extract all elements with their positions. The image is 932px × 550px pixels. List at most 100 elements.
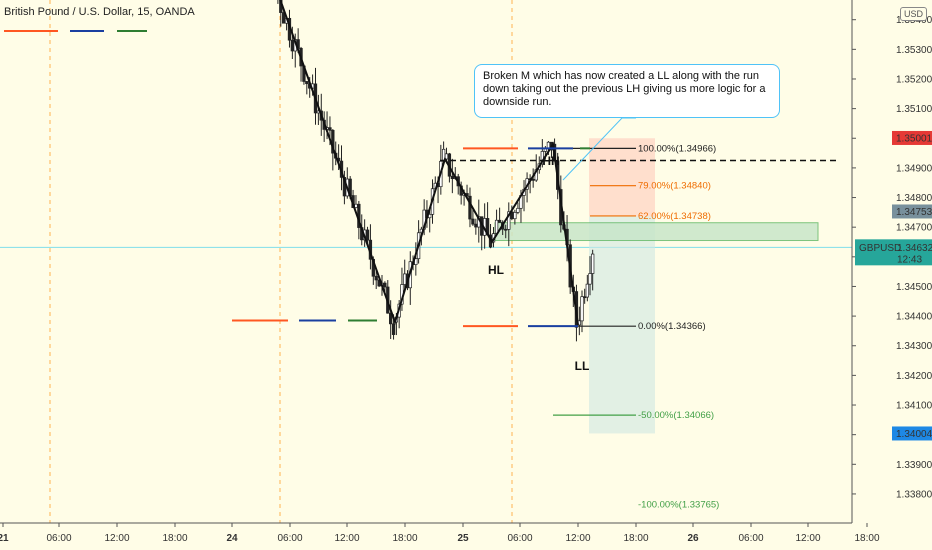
candle-body bbox=[282, 12, 286, 24]
drawings-layer: 100.00%(1.34966) 79.00%(1.34840) 62.00%(1.… bbox=[4, 0, 840, 510]
price-badge[interactable] bbox=[892, 426, 932, 441]
price-badge-label: 1.34004 bbox=[896, 429, 932, 440]
price-badge[interactable] bbox=[892, 204, 932, 219]
candle-body bbox=[374, 275, 378, 281]
time-tick-label: 06:00 bbox=[507, 533, 532, 544]
price-tick-label: 1.34300 bbox=[896, 341, 932, 352]
candle bbox=[585, 274, 589, 302]
candle-body bbox=[305, 81, 309, 85]
candle-body bbox=[383, 282, 387, 288]
candle-body bbox=[531, 179, 535, 181]
time-tick-label: 21 bbox=[0, 533, 9, 544]
fib-level-label: 0.00%(1.34366) bbox=[638, 321, 706, 332]
price-tick-label: 1.34700 bbox=[896, 223, 932, 234]
candle bbox=[471, 208, 475, 226]
time-tick-label: 18:00 bbox=[162, 533, 187, 544]
candle bbox=[468, 187, 472, 228]
candle-body bbox=[389, 312, 393, 325]
candle-body bbox=[588, 273, 592, 285]
candle-body bbox=[497, 219, 502, 223]
candle bbox=[513, 209, 517, 225]
time-tick-label: 06:00 bbox=[738, 533, 763, 544]
price-badge-label: 1.34753 bbox=[896, 207, 932, 218]
candle bbox=[389, 300, 393, 339]
time-tick-label: 18:00 bbox=[623, 533, 648, 544]
candle bbox=[507, 202, 511, 247]
annotation-callout[interactable]: Broken M which has now created a LL alon… bbox=[474, 64, 780, 118]
zones-layer bbox=[494, 138, 819, 434]
time-tick-label: 12:00 bbox=[104, 533, 129, 544]
candle-body bbox=[507, 211, 511, 230]
fib-level-label: 62.00%(1.34738) bbox=[638, 211, 711, 222]
time-tick-label: 24 bbox=[226, 533, 238, 544]
time-tick-label: 06:00 bbox=[277, 533, 302, 544]
symbol-label: GBPUSD bbox=[859, 243, 901, 254]
candle bbox=[580, 290, 584, 333]
price-badge-label: 1.34632 bbox=[897, 243, 932, 254]
chart-title: British Pound / U.S. Dollar, 15, OANDA bbox=[4, 6, 195, 18]
price-tick-label: 1.34500 bbox=[896, 282, 932, 293]
price-tick-label: 1.34100 bbox=[896, 401, 932, 412]
candle-body bbox=[328, 127, 332, 131]
candle-body bbox=[591, 253, 595, 274]
fib-level-label: -50.00%(1.34066) bbox=[638, 410, 714, 421]
price-tick-label: 1.34200 bbox=[896, 371, 932, 382]
price-tick-label: 1.34900 bbox=[896, 163, 932, 174]
time-tick-label: 18:00 bbox=[392, 533, 417, 544]
candle bbox=[516, 202, 520, 215]
swing-label-hh: HH bbox=[542, 154, 559, 168]
candle bbox=[504, 224, 508, 239]
price-tick-label: 1.34400 bbox=[896, 312, 932, 323]
candle bbox=[591, 249, 595, 291]
fib-level-label: -100.00%(1.33765) bbox=[638, 499, 719, 510]
candle bbox=[588, 256, 592, 296]
candle-body bbox=[474, 223, 478, 228]
time-tick-label: 18:00 bbox=[854, 533, 879, 544]
candle-body bbox=[580, 296, 584, 322]
candle-body bbox=[585, 283, 589, 298]
price-tick-label: 1.34800 bbox=[896, 193, 932, 204]
candle-body bbox=[471, 218, 475, 225]
candle-body bbox=[504, 228, 508, 231]
time-tick-label: 06:00 bbox=[46, 533, 71, 544]
candle-body bbox=[391, 323, 396, 335]
candle-body bbox=[468, 195, 472, 220]
fib-level-label: 100.00%(1.34966) bbox=[638, 143, 716, 154]
time-tick-label: 12:00 bbox=[565, 533, 590, 544]
time-tick-label: 12:00 bbox=[795, 533, 820, 544]
candle-body bbox=[450, 175, 454, 180]
price-tick-label: 1.35100 bbox=[896, 104, 932, 115]
price-tick-label: 1.35300 bbox=[896, 45, 932, 56]
price-tick-label: 1.33800 bbox=[896, 489, 932, 500]
stop-zone-box bbox=[589, 138, 655, 217]
candle-body bbox=[583, 296, 587, 299]
demand-zone-rect bbox=[494, 222, 819, 242]
time-tick-label: 26 bbox=[687, 533, 699, 544]
candle-body bbox=[513, 212, 517, 220]
candle-body bbox=[365, 229, 370, 241]
candle-body bbox=[403, 273, 407, 285]
bar-countdown-label: 12:43 bbox=[897, 254, 922, 265]
price-badge-label: 1.35001 bbox=[896, 133, 932, 144]
time-axis-panel[interactable] bbox=[0, 523, 852, 550]
candle-body bbox=[290, 39, 295, 52]
candle bbox=[305, 80, 309, 95]
time-tick-label: 12:00 bbox=[334, 533, 359, 544]
chart-grid bbox=[0, 0, 852, 523]
price-tick-label: 1.33900 bbox=[896, 460, 932, 471]
candle bbox=[277, 0, 279, 4]
price-badge[interactable] bbox=[892, 130, 932, 145]
currency-badge[interactable]: USD bbox=[900, 7, 928, 21]
candle-body bbox=[516, 207, 520, 213]
candle bbox=[497, 207, 502, 223]
symbol-price-badge[interactable] bbox=[855, 239, 932, 266]
price-axis-panel[interactable] bbox=[852, 0, 932, 550]
market-structure-zigzag bbox=[279, 0, 579, 326]
candle-body bbox=[546, 141, 551, 149]
callout-pointer bbox=[562, 117, 636, 181]
fib-level-label: 79.00%(1.34840) bbox=[638, 181, 711, 192]
swing-label-ll: LL bbox=[575, 359, 590, 373]
